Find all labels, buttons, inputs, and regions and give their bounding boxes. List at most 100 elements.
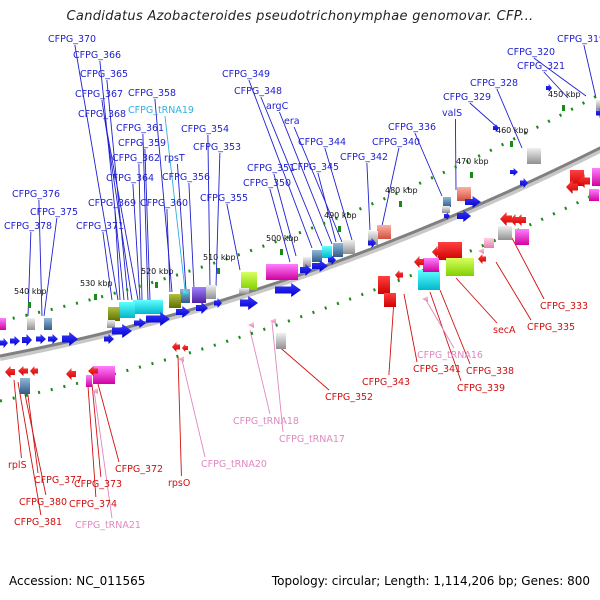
gene-label[interactable]: CFPG_329 [443,92,491,103]
gene-arrow[interactable] [566,180,578,194]
gene-label[interactable]: rplS [8,460,27,471]
gene-box[interactable] [423,258,439,272]
gene-label[interactable]: CFPG_361 [116,123,164,134]
gene-box[interactable] [312,250,322,262]
gene-label[interactable]: CFPG_376 [12,189,60,200]
gene-box[interactable] [266,264,298,280]
gene-label[interactable]: CFPG_375 [30,207,78,218]
gene-label[interactable]: CFPG_367 [75,89,123,100]
gene-box[interactable] [44,318,52,330]
gene-box[interactable] [596,100,600,110]
gene-box[interactable] [206,285,216,299]
gene-arrow[interactable] [432,246,442,258]
gene-label[interactable]: CFPG_377 [34,475,82,486]
gene-box[interactable] [589,189,599,201]
gene-label[interactable]: CFPG_356 [162,172,210,183]
gene-arrow[interactable] [457,210,471,222]
gene-label[interactable]: CFPG_341 [413,364,461,375]
gene-arrow[interactable] [10,336,20,346]
gene-label[interactable]: CFPG_364 [106,173,154,184]
gene-box[interactable] [443,197,451,207]
gene-arrow[interactable] [516,214,526,226]
gene-label[interactable]: CFPG_339 [457,383,505,394]
gene-label[interactable]: CFPG_345 [291,162,339,173]
gene-label[interactable]: CFPG_tRNA19 [128,105,194,116]
gene-arrow[interactable] [92,388,98,394]
gene-label[interactable]: CFPG_343 [362,377,410,388]
gene-label[interactable]: CFPG_328 [470,78,518,89]
gene-arrow[interactable] [546,84,552,92]
gene-label[interactable]: CFPG_tRNA18 [233,416,299,427]
gene-arrow[interactable] [214,298,222,308]
gene-label[interactable]: CFPG_366 [73,50,121,61]
gene-arrow[interactable] [104,334,114,344]
gene-label[interactable]: CFPG_369 [88,198,136,209]
gene-arrow[interactable] [5,366,15,378]
gene-label[interactable]: CFPG_360 [140,198,188,209]
gene-label[interactable]: CFPG_359 [118,138,166,149]
gene-arrow[interactable] [596,108,600,118]
gene-box[interactable] [276,333,286,349]
gene-label[interactable]: CFPG_355 [200,193,248,204]
gene-label[interactable]: CFPG_338 [466,366,514,377]
gene-label[interactable]: CFPG_371 [76,221,124,232]
gene-arrow[interactable] [240,296,258,310]
gene-arrow[interactable] [510,214,520,226]
gene-arrow[interactable] [36,334,46,344]
gene-arrow[interactable] [414,256,424,268]
gene-arrow[interactable] [465,196,481,208]
gene-box[interactable] [438,242,462,260]
gene-label[interactable]: rpsT [164,153,185,164]
gene-arrow[interactable] [478,248,484,254]
gene-box[interactable] [333,243,343,257]
gene-arrow[interactable] [22,334,32,346]
gene-box[interactable] [0,318,6,330]
gene-label[interactable]: CFPG_373 [74,479,122,490]
gene-box[interactable] [180,289,190,303]
gene-arrow[interactable] [395,270,403,280]
gene-arrow[interactable] [422,296,428,302]
gene-arrow[interactable] [270,318,276,324]
gene-box[interactable] [322,246,332,258]
gene-arrow[interactable] [248,322,254,328]
gene-box[interactable] [457,187,471,201]
gene-label[interactable]: CFPG_320 [507,47,555,58]
gene-label[interactable]: CFPG_tRNA21 [75,520,141,531]
gene-label[interactable]: CFPG_321 [517,61,565,72]
gene-arrow[interactable] [183,290,189,296]
gene-labels[interactable]: CFPG_370 CFPG_366 CFPG_365 CFPG_367 CFPG_368… [4,34,600,531]
gene-arrow[interactable] [328,255,336,265]
gene-box[interactable] [378,276,390,294]
gene-arrow[interactable] [112,324,132,338]
gene-label[interactable]: CFPG_372 [115,464,163,475]
gene-box[interactable] [86,375,92,387]
gene-label[interactable]: CFPG_380 [19,497,67,508]
gene-box[interactable] [384,293,396,307]
gene-label[interactable]: CFPG_333 [540,301,588,312]
gene-label[interactable]: CFPG_tRNA17 [279,434,345,445]
gene-box[interactable] [108,307,120,321]
gene-label[interactable]: CFPG_349 [222,69,270,80]
gene-arrow[interactable] [493,124,499,132]
gene-arrow[interactable] [500,212,512,226]
gene-arrow[interactable] [176,306,190,318]
gene-arrow[interactable] [172,342,180,352]
gene-label[interactable]: CFPG_tRNA20 [201,459,267,470]
gene-label[interactable]: CFPG_353 [193,142,241,153]
gene-box[interactable] [418,270,440,290]
gene-box[interactable] [169,294,181,308]
gene-label[interactable]: CFPG_335 [527,322,575,333]
gene-label[interactable]: CFPG_tRNA16 [417,350,483,361]
gene-label[interactable]: valS [442,108,462,119]
gene-box[interactable] [446,258,474,276]
gene-label[interactable]: CFPG_358 [128,88,176,99]
gene-box[interactable] [498,226,512,240]
gene-arrow[interactable] [196,302,208,314]
gene-arrow[interactable] [48,334,58,344]
gene-label[interactable]: CFPG_350 [243,178,291,189]
gene-label[interactable]: era [284,116,300,127]
gene-box[interactable] [442,206,450,213]
gene-arrow[interactable] [300,264,312,276]
gene-box[interactable] [241,272,257,290]
